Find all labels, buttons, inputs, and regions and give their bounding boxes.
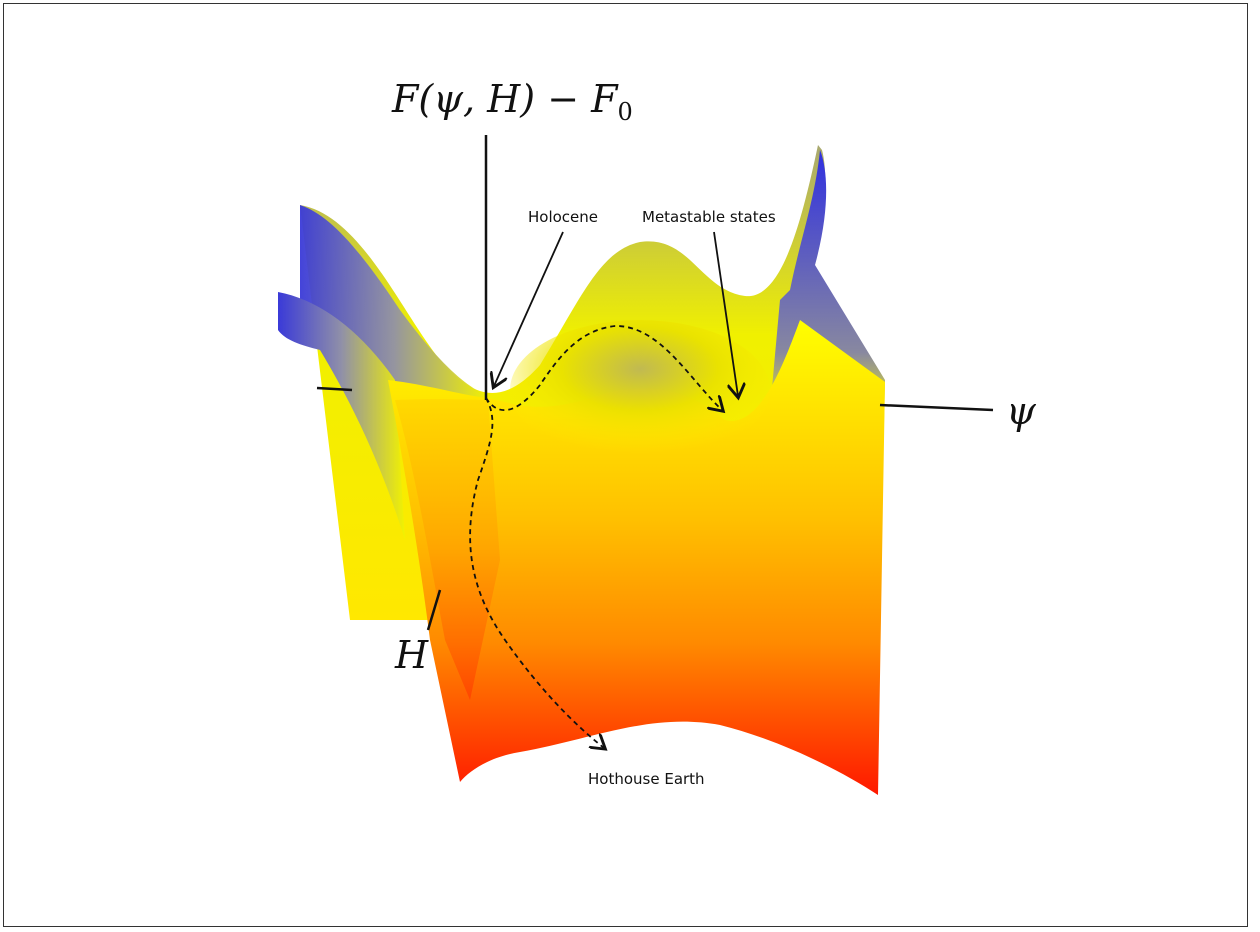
psi-axis-back-stub bbox=[316, 386, 353, 392]
front-surface bbox=[388, 320, 885, 795]
h-axis-label: H bbox=[394, 633, 429, 677]
psi-axis bbox=[879, 403, 994, 412]
path-to-metastable bbox=[485, 325, 722, 410]
holocene-pointer bbox=[494, 231, 564, 386]
energy-axis-label: F(ψ, H) − F0 bbox=[391, 77, 633, 126]
left-flap bbox=[278, 292, 405, 540]
metastable-basin bbox=[510, 320, 770, 460]
metastable-label: Metastable states bbox=[642, 208, 776, 226]
h-axis bbox=[426, 589, 442, 631]
holocene-label: Holocene bbox=[528, 208, 598, 226]
left-front-shade bbox=[395, 399, 500, 700]
metastable-pointer bbox=[713, 231, 738, 396]
hothouse-label: Hothouse Earth bbox=[588, 770, 705, 788]
psi-axis-label: ψ bbox=[1006, 389, 1037, 433]
